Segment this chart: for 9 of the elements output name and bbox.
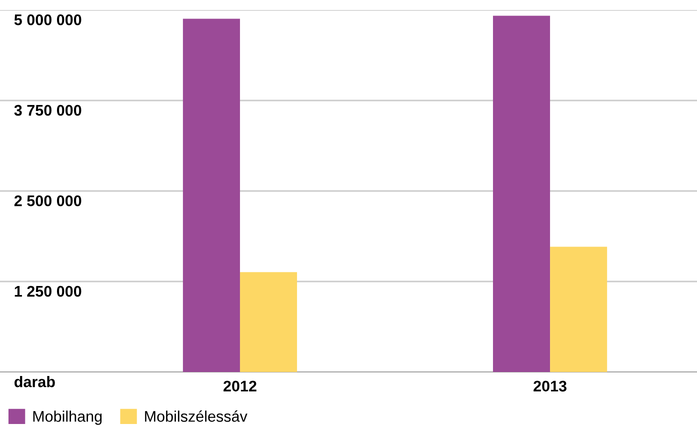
x-tick-label: 2013	[534, 380, 566, 392]
y-tick-label: 2 500 000	[14, 195, 82, 206]
y-tick-label: darab	[14, 376, 55, 388]
legend-label: Mobilszélessáv	[145, 410, 248, 422]
legend-label: Mobilhang	[33, 410, 102, 425]
y-tick-label: 3 750 000	[14, 104, 82, 116]
x-tick-label: 2012	[224, 380, 256, 392]
y-tick-label: 1 250 000	[14, 286, 82, 297]
y-tick-label: 5 000 000	[14, 14, 82, 26]
